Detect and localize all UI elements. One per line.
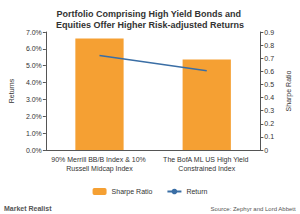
svg-text:7.0%: 7.0% xyxy=(26,29,42,36)
svg-text:0.9: 0.9 xyxy=(264,29,274,36)
svg-text:Sharpe Ratio: Sharpe Ratio xyxy=(112,188,153,196)
svg-text:Source: Zephyr and Lord Abbett: Source: Zephyr and Lord Abbett xyxy=(211,206,296,212)
svg-text:0.1: 0.1 xyxy=(264,133,274,140)
svg-text:0.8: 0.8 xyxy=(264,42,274,49)
svg-text:The BofA ML US High Yield: The BofA ML US High Yield xyxy=(163,156,250,164)
svg-text:0.7: 0.7 xyxy=(264,55,274,62)
svg-text:Russell Midcap Index: Russell Midcap Index xyxy=(66,165,133,173)
svg-text:0.4: 0.4 xyxy=(264,94,274,101)
svg-text:0.5: 0.5 xyxy=(264,81,274,88)
svg-text:Constrained Index: Constrained Index xyxy=(178,165,235,172)
svg-text:0.0%: 0.0% xyxy=(26,147,42,154)
svg-text:90% Merrill BB/B Index & 10%: 90% Merrill BB/B Index & 10% xyxy=(51,156,148,163)
svg-text:5.0%: 5.0% xyxy=(26,62,42,69)
svg-text:Sharpe Ratio: Sharpe Ratio xyxy=(285,70,293,111)
svg-text:0.3: 0.3 xyxy=(264,107,274,114)
svg-text:1.0%: 1.0% xyxy=(26,130,42,137)
svg-text:Market Realist: Market Realist xyxy=(4,205,52,212)
svg-text:0.6: 0.6 xyxy=(264,68,274,75)
svg-text:0.2: 0.2 xyxy=(264,120,274,127)
svg-text:4.0%: 4.0% xyxy=(26,79,42,86)
svg-text:3.0%: 3.0% xyxy=(26,96,42,103)
svg-text:Returns: Returns xyxy=(8,78,15,103)
svg-text:Equities Offer Higher Risk-adj: Equities Offer Higher Risk-adjusted Retu… xyxy=(56,20,244,30)
svg-text:Return: Return xyxy=(186,188,207,195)
svg-text:0: 0 xyxy=(264,147,268,154)
svg-text:6.0%: 6.0% xyxy=(26,45,42,52)
svg-text:2.0%: 2.0% xyxy=(26,113,42,120)
svg-text:Portfolio Comprising High Yiel: Portfolio Comprising High Yield Bonds an… xyxy=(56,9,243,19)
